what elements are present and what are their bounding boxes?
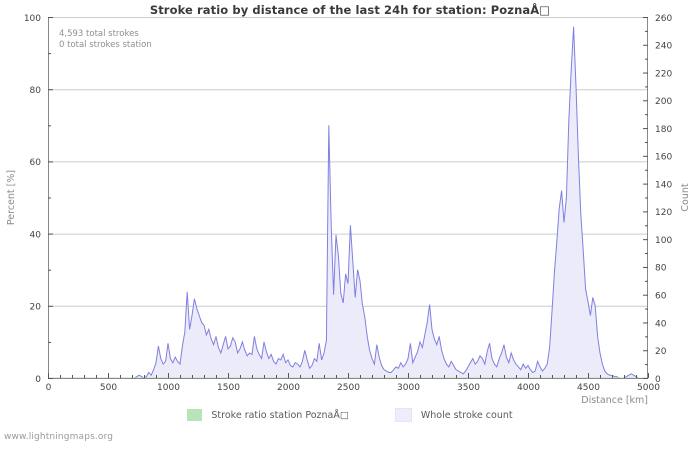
axis-bottom-tick-label: 4500 xyxy=(577,383,600,393)
axis-right-tick-label: 220 xyxy=(655,69,672,79)
chart-legend: Stroke ratio station PoznaÅ□ Whole strok… xyxy=(0,408,700,422)
legend-item-stroke-ratio-station[interactable]: Stroke ratio station PoznaÅ□ xyxy=(187,409,349,421)
axis-right-tick-label: 40 xyxy=(655,319,667,329)
axis-right-tick-label: 80 xyxy=(655,264,667,274)
axis-right-tick-label: 100 xyxy=(655,236,672,246)
axis-right-tick-label: 240 xyxy=(655,42,672,52)
axis-bottom-tick-label: 5000 xyxy=(637,383,660,393)
axis-right-tick-label: 120 xyxy=(655,208,672,218)
axis-bottom-tick-label: 3500 xyxy=(457,383,480,393)
axis-left-tick-label: 80 xyxy=(30,86,42,96)
axis-left-tick-label: 60 xyxy=(30,158,42,168)
legend-swatch-whole-stroke-count xyxy=(394,408,412,422)
axis-right-tick-label: 20 xyxy=(655,347,667,357)
axis-left-title: Percent [%] xyxy=(6,170,17,225)
axis-bottom-tick-label: 500 xyxy=(100,383,117,393)
axis-bottom-tick-label: 2000 xyxy=(277,383,300,393)
axis-left-tick-label: 0 xyxy=(35,375,41,385)
watermark-text: www.lightningmaps.org xyxy=(4,432,114,442)
legend-item-whole-stroke-count[interactable]: Whole stroke count xyxy=(394,408,513,422)
axis-bottom-tick-label: 0 xyxy=(46,383,52,393)
legend-swatch-stroke-ratio-station xyxy=(187,409,203,421)
area-fill-whole-stroke-count xyxy=(48,26,644,378)
axis-left-tick-label: 20 xyxy=(30,303,42,313)
axis-bottom-tick-label: 3000 xyxy=(397,383,420,393)
axis-right-tick-label: 0 xyxy=(655,375,661,385)
axis-left-tick-label: 40 xyxy=(30,230,42,240)
axis-bottom-tick-label: 2500 xyxy=(337,383,360,393)
axis-bottom-tick-label: 4000 xyxy=(517,383,540,393)
legend-label-whole-stroke-count: Whole stroke count xyxy=(420,409,513,421)
legend-label-stroke-ratio-station: Stroke ratio station PoznaÅ□ xyxy=(211,409,349,421)
axis-bottom-tick-label: 1500 xyxy=(217,383,240,393)
axis-right-title: Count xyxy=(680,183,691,211)
axis-right-tick-label: 140 xyxy=(655,180,672,190)
chart-title: Stroke ratio by distance of the last 24h… xyxy=(149,3,551,17)
plot-annotation: 4,593 total strokes xyxy=(59,29,139,39)
axis-right-tick-label: 260 xyxy=(655,14,672,24)
axis-right-tick-label: 60 xyxy=(655,291,667,301)
axis-right-tick-label: 200 xyxy=(655,97,672,107)
area-outline-whole-stroke-count xyxy=(48,26,644,379)
axis-bottom-tick-label: 1000 xyxy=(157,383,180,393)
axis-right-tick-label: 180 xyxy=(655,125,672,135)
plot-annotation: 0 total strokes station xyxy=(59,40,152,50)
axis-bottom-title: Distance [km] xyxy=(581,395,648,406)
axis-left-tick-label: 100 xyxy=(24,14,41,24)
axis-right-tick-label: 160 xyxy=(655,153,672,163)
